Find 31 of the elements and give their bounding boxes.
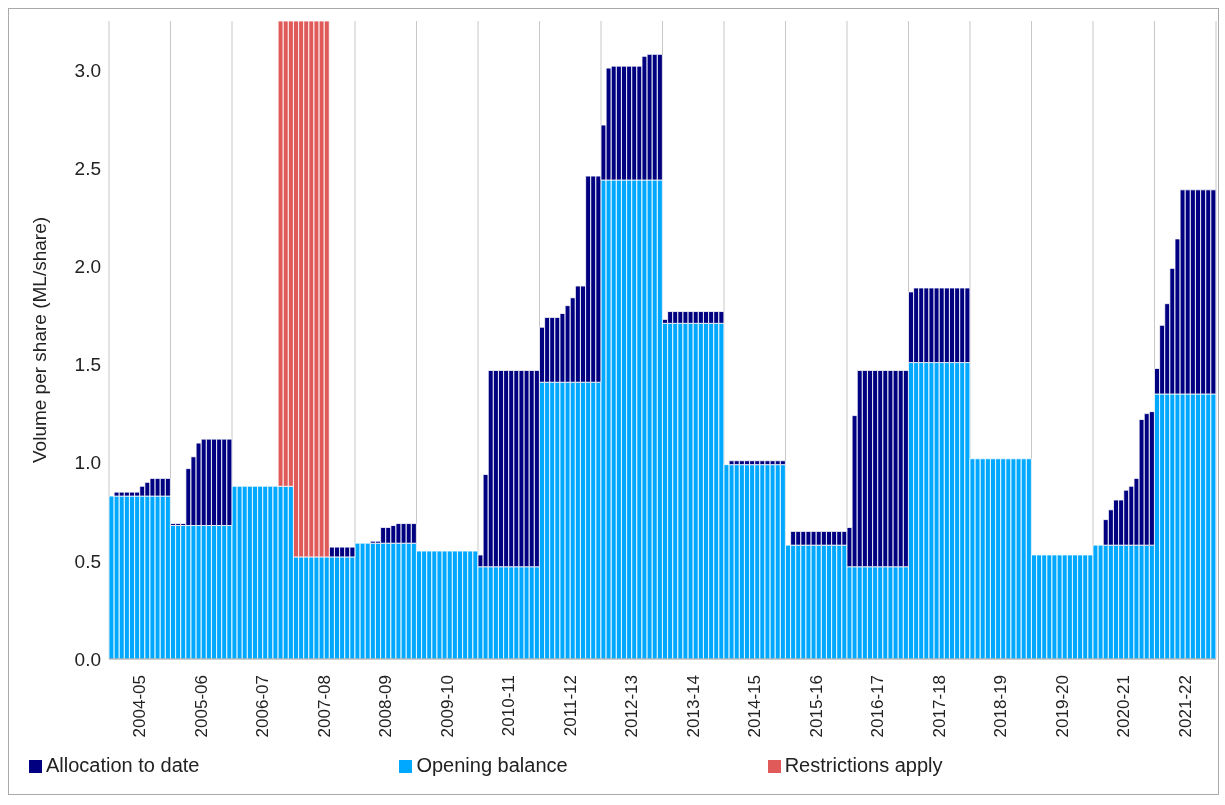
- x-tick-label: 2017-18: [929, 675, 949, 738]
- x-tick-label: 2006-07: [253, 675, 273, 738]
- x-tick-label: 2012-13: [622, 675, 642, 738]
- x-tick-label: 2009-10: [437, 675, 457, 738]
- x-tick-label: 2014-15: [745, 675, 765, 738]
- x-tick-label: 2005-06: [191, 675, 211, 738]
- x-tick-label: 2007-08: [314, 675, 334, 738]
- x-tick-label: 2004-05: [130, 675, 150, 738]
- x-tick-label: 2010-11: [499, 675, 519, 737]
- y-tick-label: 2.5: [74, 157, 101, 179]
- y-tick-label: 0.5: [74, 550, 101, 572]
- y-tick-label: 1.0: [74, 452, 101, 474]
- legend-label: Opening balance: [416, 754, 568, 776]
- y-tick-label: 1.5: [74, 354, 101, 376]
- x-tick-label: 2011-12: [560, 675, 580, 737]
- legend-label: Restrictions apply: [784, 754, 943, 776]
- y-tick-label: 3.0: [74, 59, 101, 81]
- legend-label: Allocation to date: [46, 754, 200, 776]
- x-tick-label: 2015-16: [806, 675, 826, 738]
- x-tick-label: 2008-09: [376, 675, 396, 738]
- bar: [1025, 458, 1032, 659]
- x-tick-label: 2021-22: [1175, 675, 1195, 738]
- y-tick-label: 2.0: [74, 256, 101, 278]
- x-tick-label: 2016-17: [868, 675, 888, 738]
- x-tick-label: 2013-14: [683, 675, 703, 738]
- bar: [779, 464, 786, 659]
- x-tick-label: 2020-21: [1114, 675, 1134, 738]
- x-tick-label: 2019-20: [1052, 675, 1072, 738]
- x-tick-label: 2018-19: [991, 675, 1011, 738]
- y-tick-label: 0.0: [74, 648, 101, 670]
- y-axis-title: Volume per share (ML/share): [28, 216, 50, 464]
